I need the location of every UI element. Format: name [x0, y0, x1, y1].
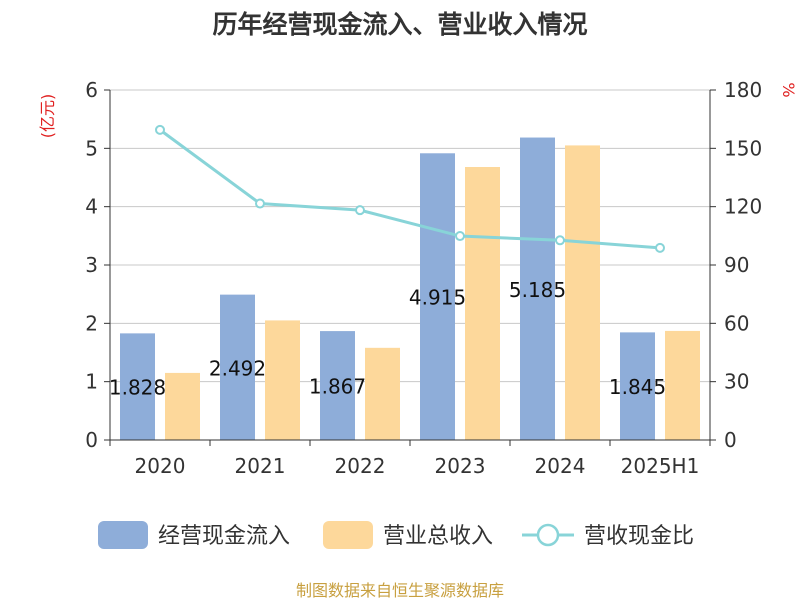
- bar: [165, 372, 200, 440]
- x-tick-label: 2025H1: [621, 454, 700, 478]
- bar: [665, 330, 700, 440]
- bar: [365, 347, 400, 440]
- y-right-tick-label: 0: [724, 428, 737, 452]
- legend-label: 营收现金比: [584, 524, 694, 549]
- data-label: 1.867: [309, 375, 366, 399]
- x-tick-label: 2021: [235, 454, 286, 478]
- y-right-tick-label: 60: [724, 311, 749, 335]
- chart-title: 历年经营现金流入、营业收入情况: [212, 10, 587, 39]
- x-tick-label: 2024: [535, 454, 586, 478]
- line-point: [555, 235, 565, 246]
- bar: [465, 167, 500, 440]
- y-left-tick-label: 0: [85, 428, 98, 452]
- y-right-unit: %: [779, 82, 798, 97]
- data-label: 1.845: [609, 375, 666, 399]
- line-point: [155, 124, 165, 135]
- y-left-unit: (亿元): [38, 94, 57, 139]
- y-right-tick-label: 120: [724, 195, 762, 219]
- bar: [520, 137, 555, 440]
- x-tick-label: 2020: [135, 454, 186, 478]
- y-left-tick-label: 4: [85, 195, 98, 219]
- bar: [420, 153, 455, 440]
- legend: 经营现金流入 营业总收入 营收现金比: [98, 521, 694, 549]
- legend-label: 经营现金流入: [158, 524, 290, 549]
- legend-swatch: [323, 521, 373, 549]
- line-point: [355, 205, 365, 216]
- data-label: 1.828: [109, 376, 166, 400]
- y-right-tick-label: 90: [724, 253, 749, 277]
- x-tick-label: 2022: [335, 454, 386, 478]
- gridlines: [110, 89, 710, 383]
- data-label: 2.492: [209, 356, 266, 380]
- bar: [120, 333, 155, 440]
- bar: [320, 331, 355, 440]
- legend-label: 营业总收入: [383, 524, 493, 549]
- bar: [265, 320, 300, 440]
- line-point: [255, 198, 265, 209]
- bars: [120, 137, 700, 440]
- y-right-tick-label: 150: [724, 136, 762, 160]
- legend-marker: [536, 523, 560, 547]
- data-label: 4.915: [409, 286, 466, 310]
- x-tick-label: 2023: [435, 454, 486, 478]
- source-note: 制图数据来自恒生聚源数据库: [296, 581, 504, 600]
- data-labels: 1.828 2.492 1.867 4.915 5.185 1.845: [109, 278, 666, 400]
- y-right-tick-label: 30: [724, 370, 749, 394]
- bar: [620, 332, 655, 440]
- data-label: 5.185: [509, 278, 566, 302]
- bar: [220, 294, 255, 440]
- y-left-tick-label: 1: [85, 370, 98, 394]
- ratio-line: [155, 124, 665, 253]
- series-line: [159, 128, 661, 250]
- line-point: [655, 242, 665, 253]
- y-right-tick-label: 180: [724, 78, 762, 102]
- bar: [565, 145, 600, 440]
- y-left-tick-label: 2: [85, 311, 98, 335]
- legend-swatch: [98, 521, 148, 549]
- y-left-tick-label: 6: [85, 78, 98, 102]
- line-point: [455, 231, 465, 242]
- y-left-tick-label: 5: [85, 136, 98, 160]
- y-left-tick-label: 3: [85, 253, 98, 277]
